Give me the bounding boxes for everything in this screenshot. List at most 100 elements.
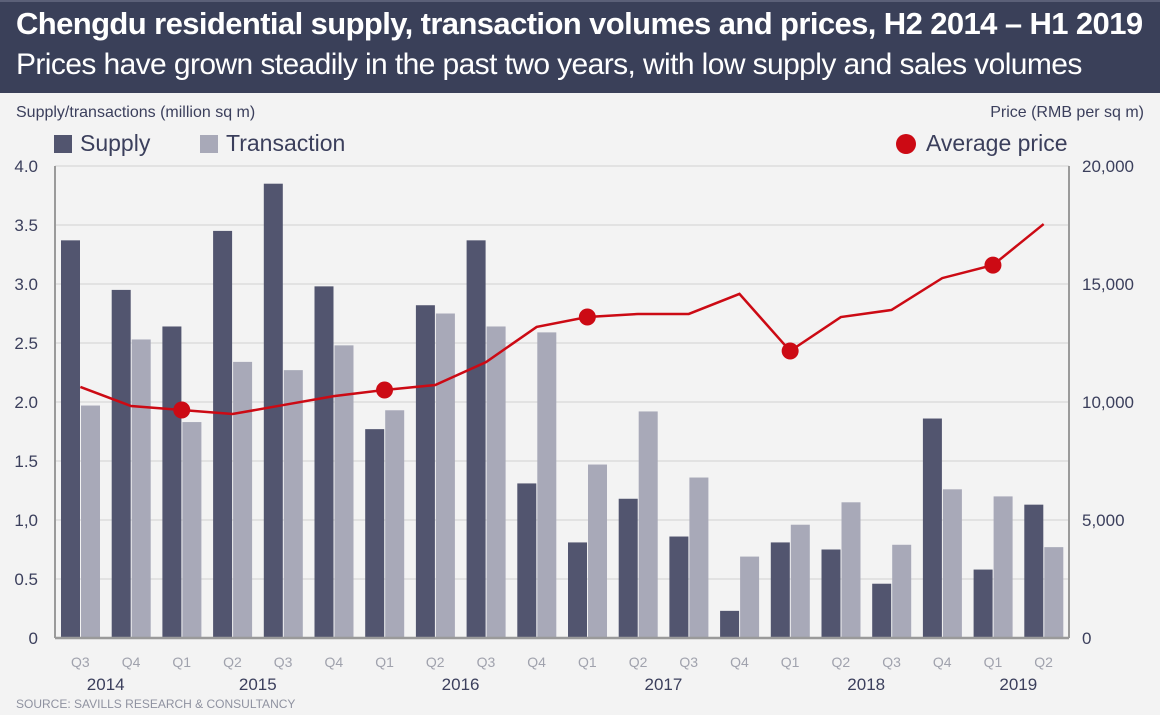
right-axis-title: Price (RMB per sq m) xyxy=(990,104,1144,121)
legend-supply: Supply xyxy=(54,130,150,157)
left-axis-title: Supply/transactions (million sq m) xyxy=(16,104,256,121)
legend-price-label: Average price xyxy=(926,130,1068,156)
chart-header: Chengdu residential supply, transaction … xyxy=(0,0,1160,93)
x-tick-label: Q1 xyxy=(172,654,191,670)
y2-tick-label: 10,000 xyxy=(1082,393,1134,412)
x-tick-label: Q4 xyxy=(325,654,344,670)
supply-bar xyxy=(872,583,892,638)
y-tick-label: 1,0 xyxy=(14,511,38,530)
supply-bar xyxy=(568,542,587,638)
transaction-bar xyxy=(993,496,1013,638)
transaction-bar xyxy=(740,556,760,638)
legend-transaction-swatch xyxy=(200,134,218,153)
supply-bar xyxy=(517,483,537,638)
supply-bar xyxy=(669,536,689,638)
axes xyxy=(54,166,1070,640)
legend-transaction: Transaction xyxy=(200,130,345,157)
transaction-bar xyxy=(334,345,354,638)
transaction-bar xyxy=(942,489,962,638)
transaction-bar xyxy=(537,332,557,638)
year-label: 2014 xyxy=(87,675,125,694)
x-tick-label: Q4 xyxy=(527,654,546,670)
average-price-marker xyxy=(376,381,394,399)
x-tick-label: Q3 xyxy=(882,654,901,670)
transaction-bar xyxy=(81,405,100,638)
supply-bar xyxy=(618,498,638,638)
x-tick-label: Q2 xyxy=(629,654,648,670)
year-label: 2017 xyxy=(644,675,682,694)
supply-bar xyxy=(314,286,334,638)
x-tick-label: Q4 xyxy=(933,654,952,670)
chart-title: Chengdu residential supply, transaction … xyxy=(16,6,1143,41)
year-label: 2018 xyxy=(847,675,885,694)
transaction-bar xyxy=(841,502,861,638)
supply-bar xyxy=(973,569,993,638)
supply-bar xyxy=(263,183,283,638)
x-tick-label: Q1 xyxy=(578,654,597,670)
supply-bar xyxy=(770,542,790,638)
x-tick-label: Q1 xyxy=(781,654,800,670)
chart-subtitle: Prices have grown steadily in the past t… xyxy=(16,48,1082,81)
average-price-marker xyxy=(984,256,1002,274)
legend-average-price: Average price xyxy=(896,130,1068,157)
supply-bar xyxy=(466,240,486,638)
supply-bar xyxy=(922,418,942,638)
y-tick-label: 3.5 xyxy=(14,216,38,235)
x-tick-label: Q3 xyxy=(679,654,698,670)
y-tick-label: 0 xyxy=(29,629,38,648)
supply-bar xyxy=(162,326,182,638)
year-label: 2015 xyxy=(239,675,277,694)
transaction-bar xyxy=(689,477,709,638)
x-tick-label: Q4 xyxy=(122,654,141,670)
transaction-bar xyxy=(638,411,658,638)
x-tick-label: Q2 xyxy=(426,654,445,670)
year-label: 2019 xyxy=(999,675,1037,694)
y-tick-label: 0.5 xyxy=(14,570,38,589)
transaction-bar xyxy=(892,544,912,638)
legend-transaction-label: Transaction xyxy=(226,130,346,156)
legend-supply-swatch xyxy=(54,134,72,153)
transaction-bar xyxy=(1044,547,1064,638)
transaction-bar xyxy=(283,370,303,638)
x-tick-label: Q3 xyxy=(71,654,90,670)
transaction-bar xyxy=(790,524,810,638)
y-tick-label: 4.0 xyxy=(14,157,38,176)
price-line xyxy=(79,223,1045,419)
supply-bar xyxy=(1024,504,1044,638)
x-tick-label: Q1 xyxy=(984,654,1003,670)
average-price-line xyxy=(79,223,1045,416)
supply-bar xyxy=(720,610,740,638)
x-tick-label: Q2 xyxy=(832,654,851,670)
supply-bar xyxy=(415,305,435,638)
gridlines xyxy=(55,165,1069,580)
average-price-marker xyxy=(578,308,596,326)
y-tick-label: 2.0 xyxy=(14,393,38,412)
x-tick-label: Q4 xyxy=(730,654,749,670)
transaction-bar xyxy=(131,339,151,638)
supply-bar xyxy=(365,429,385,638)
legend-supply-label: Supply xyxy=(80,130,151,156)
y2-tick-label: 20,000 xyxy=(1082,157,1134,176)
x-tick-label: Q3 xyxy=(274,654,293,670)
transaction-bar xyxy=(435,313,455,638)
tick-labels: 0 0.5 1,0 1.5 2.0 2.5 3.0 3.5 4.0 0 5,000 10,000 15,… xyxy=(14,157,1134,694)
y2-tick-label: 5,000 xyxy=(1082,511,1125,530)
transaction-bar xyxy=(182,422,202,638)
y2-tick-label: 0 xyxy=(1082,629,1091,648)
supply-bar xyxy=(111,289,131,638)
y-tick-label: 3.0 xyxy=(14,275,38,294)
transaction-bar xyxy=(588,464,607,638)
x-tick-label: Q1 xyxy=(375,654,394,670)
source-note: SOURCE: SAVILLS RESEARCH & CONSULTANCY xyxy=(16,697,296,711)
x-tick-label: Q2 xyxy=(1034,654,1053,670)
y2-tick-label: 15,000 xyxy=(1082,275,1134,294)
average-price-marker xyxy=(781,342,799,360)
average-price-marker xyxy=(173,401,191,419)
supply-bar xyxy=(821,549,841,638)
transaction-bar xyxy=(233,361,253,638)
transaction-bar xyxy=(385,410,405,638)
transaction-bar xyxy=(486,326,506,638)
year-label: 2016 xyxy=(442,675,480,694)
x-tick-label: Q2 xyxy=(223,654,242,670)
